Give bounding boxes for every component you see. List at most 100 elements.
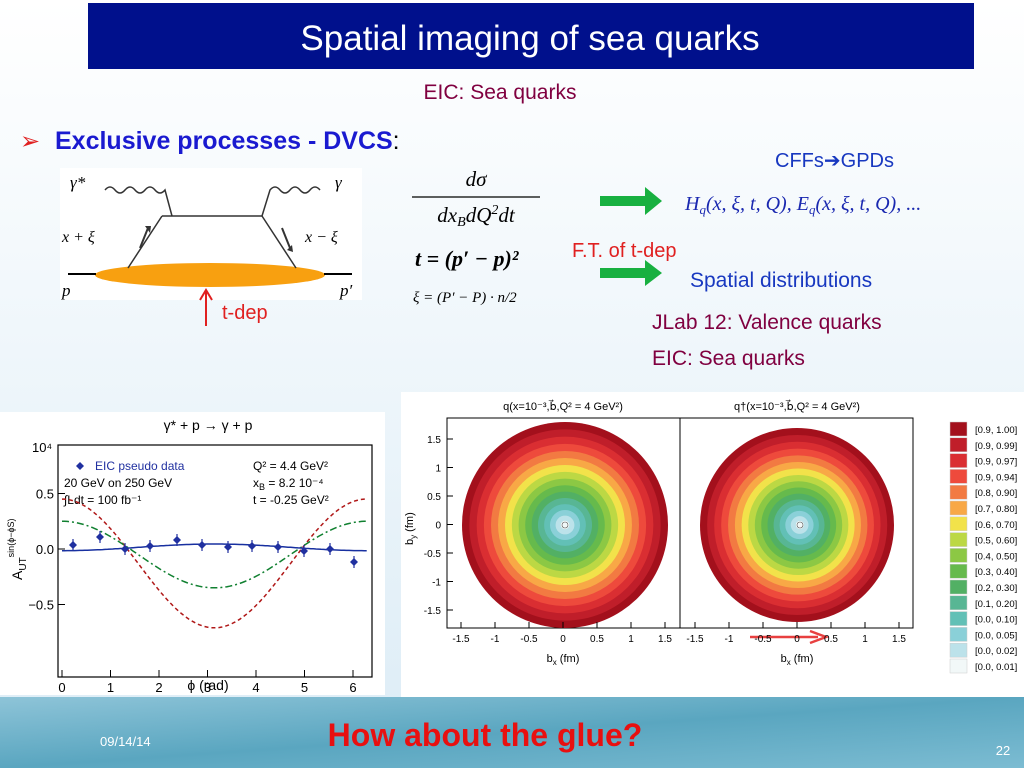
y-tick-label: 1 (435, 464, 441, 475)
y-tick-label: −0.5 (28, 598, 54, 613)
x-tick-label: 6 (349, 680, 356, 695)
legend-swatch (949, 642, 968, 658)
shift-arrow (750, 629, 830, 645)
legend-swatch (949, 469, 968, 484)
diagram-label: x + ξ (61, 229, 95, 246)
gpd-formula: Hq(x, ξ, t, Q), Eq(x, ξ, t, Q), ... (684, 193, 921, 217)
legend-label: [0.6, 0.70] (975, 520, 1017, 531)
legend-text: EIC pseudo data (95, 459, 185, 473)
asymmetry-plot: γ* + p → γ + p 10⁴ EIC pseudo data 20 Ge… (0, 412, 385, 695)
legend-swatch (949, 516, 968, 532)
legend-swatch (949, 532, 968, 547)
kinematics-text: t = -0.25 GeV² (253, 493, 329, 507)
legend-label: [0.0, 0.02] (975, 646, 1017, 657)
legend-swatch (949, 548, 968, 563)
data-point (198, 541, 206, 549)
data-point (69, 541, 77, 549)
legend-label: [0.8, 0.90] (975, 488, 1017, 499)
diagram-label: x − ξ (304, 229, 338, 246)
x-tick-label: -0.5 (754, 634, 772, 645)
legend-label: [0.5, 0.60] (975, 536, 1017, 547)
x-tick-label: 0 (58, 680, 65, 695)
x-tick-label: -1 (725, 634, 734, 645)
y-tick-label: -1 (432, 578, 441, 589)
title: Spatial imaging of sea quarks (300, 19, 759, 58)
legend-swatch (949, 484, 968, 500)
legend-swatch (949, 421, 968, 437)
legend-swatch (949, 611, 968, 626)
legend-swatch (949, 453, 968, 468)
x-tick-label: -1 (491, 634, 500, 645)
diagram-label: γ* (70, 173, 86, 192)
legend-label: [0.9, 1.00] (975, 425, 1017, 436)
data-point (248, 542, 256, 550)
legend-label: [0.0, 0.10] (975, 615, 1017, 626)
dvcs-diagram: γ* γ x + ξ x − ξ p p′ (60, 168, 362, 300)
footer-bar (0, 697, 1024, 768)
legend-label: [0.0, 0.01] (975, 662, 1017, 673)
y-tick-label: 0 (435, 521, 441, 532)
spatial-label: Spatial distributions (690, 269, 872, 292)
data-point (173, 536, 181, 544)
y-axis-label: by (fm) (404, 512, 418, 545)
kinematics-text: xB = 8.2 10⁻⁴ (253, 476, 324, 492)
data-point (326, 545, 334, 553)
data-point (96, 533, 104, 541)
y-tick-label: 0.5 (427, 492, 441, 503)
formula-num: dσ (466, 167, 489, 191)
legend-swatch (949, 563, 968, 579)
formula-den: dxBdQ2dt (437, 203, 516, 230)
x-tick-label: 1 (862, 634, 868, 645)
jlab-label: JLab 12: Valence quarks (652, 311, 882, 334)
model-curve (62, 498, 367, 629)
formula-xi: ξ = (P′ − P) · n/2 (413, 290, 517, 306)
legend-label: [0.0, 0.05] (975, 630, 1017, 641)
x-tick-label: 3 (204, 680, 211, 695)
x-tick-label: 0.5 (590, 634, 604, 645)
kinematics-text: Q² = 4.4 GeV² (253, 459, 328, 473)
y-tick-label: -1.5 (424, 606, 442, 617)
legend-text: ∫Ldt = 100 fb⁻¹ (63, 493, 141, 507)
legend-swatch (949, 579, 968, 595)
bullet-text: Exclusive processes - DVCS: (55, 127, 400, 155)
ft-label: F.T. of t-dep (572, 240, 677, 262)
legend-label: [0.3, 0.40] (975, 567, 1017, 578)
legend-label: [0.1, 0.20] (975, 599, 1017, 610)
data-point (121, 545, 129, 553)
legend-swatch (949, 500, 968, 516)
plot-title: γ* + p → γ + p (164, 417, 253, 433)
eic-label: EIC: Sea quarks (652, 347, 805, 370)
x-axis-label: ϕ (rad) (187, 677, 228, 693)
footer-page: 22 (996, 743, 1010, 758)
x-tick-label: 0 (794, 634, 800, 645)
t-dep-arrow (199, 288, 213, 326)
x-tick-label: -1.5 (686, 634, 704, 645)
green-arrow (600, 187, 662, 215)
legend-label: [0.9, 0.99] (975, 441, 1017, 452)
density-plot: q(x=10⁻³,b⃗,Q² = 4 GeV²) q†(x=10⁻³,b⃗,Q²… (401, 392, 1024, 697)
legend-swatch (949, 658, 968, 674)
y-axis-label: AUTsin(ϕ−ϕS) (6, 518, 29, 580)
data-point (274, 543, 282, 551)
cffs-label: CFFs➔GPDs (775, 150, 894, 172)
legend-swatch (949, 595, 968, 611)
title-bar (88, 3, 974, 69)
x-tick-label: 1 (628, 634, 634, 645)
x-tick-label: 1.5 (658, 634, 672, 645)
y-tick-label: 0.0 (36, 542, 54, 557)
legend-label: [0.9, 0.97] (975, 457, 1017, 468)
panel-title: q†(x=10⁻³,b⃗,Q² = 4 GeV²) (734, 399, 860, 413)
x-tick-label: 0.5 (824, 634, 838, 645)
x-axis-label: bx (fm) (547, 653, 580, 667)
center-mark (796, 521, 804, 529)
y-tick-label: 1.5 (427, 435, 441, 446)
x-tick-label: 1.5 (892, 634, 906, 645)
footer-date: 09/14/14 (100, 734, 151, 749)
diagram-label: p′ (339, 281, 353, 300)
legend-label: [0.9, 0.94] (975, 472, 1017, 483)
diagram-label: γ (335, 173, 343, 192)
x-tick-label: 4 (252, 680, 259, 695)
x-axis-label: bx (fm) (781, 653, 814, 667)
legend-label: [0.2, 0.30] (975, 583, 1017, 594)
legend-text: 20 GeV on 250 GeV (64, 476, 172, 490)
